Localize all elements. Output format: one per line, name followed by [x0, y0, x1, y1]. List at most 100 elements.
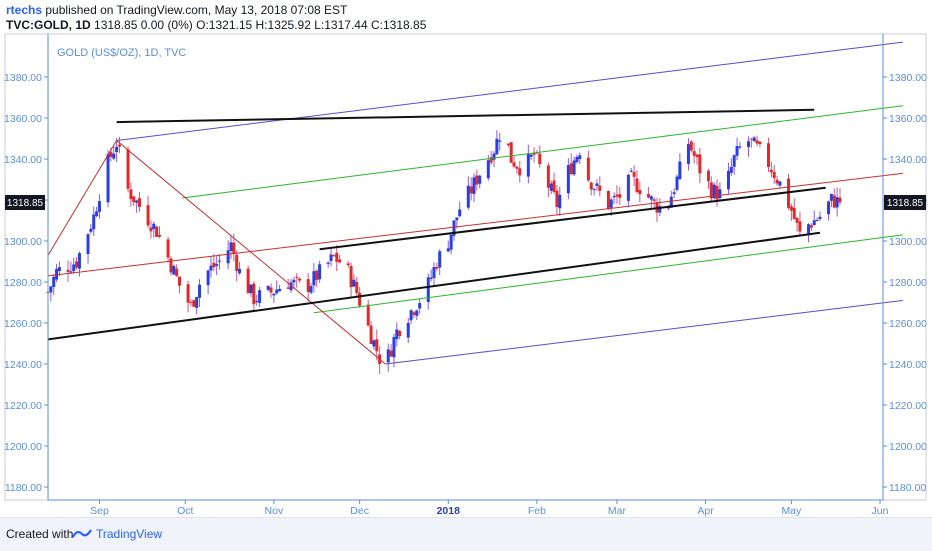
candle-body	[332, 255, 336, 257]
candle-body	[429, 277, 433, 279]
candle-body	[769, 169, 773, 173]
tradingview-logo-icon[interactable]	[72, 527, 92, 546]
price-chart[interactable]: 1180.00 1200.00 1220.00 1240.00 1260.00 1280.…	[0, 0, 932, 517]
candle-body	[278, 288, 282, 292]
candle	[778, 181, 782, 188]
candle	[315, 269, 319, 288]
candle	[475, 169, 479, 191]
candle	[835, 187, 839, 217]
candle	[158, 226, 162, 239]
candle-body	[386, 349, 390, 363]
candle-body	[352, 279, 356, 287]
candle-body	[586, 157, 590, 181]
candle	[326, 261, 330, 268]
fork-handle-1	[47, 140, 118, 256]
candle	[755, 135, 759, 147]
candle-body	[426, 277, 430, 303]
price-badge-left: 1318.85	[5, 195, 45, 210]
candle-body	[295, 277, 299, 279]
candle-body	[77, 253, 81, 269]
candle-body	[569, 163, 573, 175]
last-price: 1318.85	[94, 18, 138, 32]
candle-body	[609, 199, 613, 208]
candle	[249, 284, 253, 298]
footer-bar: Created with TradingView	[0, 517, 932, 551]
candle	[117, 136, 121, 154]
candle	[318, 260, 322, 283]
inner-green-upper	[182, 105, 903, 199]
candle-body	[392, 336, 396, 358]
author-link[interactable]: rtechs	[6, 3, 43, 17]
candle-body	[646, 193, 650, 198]
candle	[566, 158, 570, 200]
candle-body	[375, 339, 379, 352]
candle-body	[755, 140, 759, 144]
candle-body	[518, 168, 522, 176]
candle	[546, 162, 550, 198]
svg-text:1318.85: 1318.85	[7, 198, 44, 209]
x-tick-label: 2018	[437, 505, 461, 517]
candle	[449, 234, 453, 255]
candle	[452, 220, 456, 241]
y-tick-label-left: 1360.00	[4, 113, 42, 125]
candle	[798, 212, 802, 236]
candle-body	[455, 217, 459, 221]
candle-body	[492, 153, 496, 160]
candle	[395, 322, 399, 347]
y-tick-label-right: 1180.00	[889, 482, 926, 494]
svg-text:1318.85: 1318.85	[887, 198, 924, 209]
candle-body	[369, 325, 373, 345]
candle	[238, 261, 242, 275]
candle	[695, 153, 699, 165]
candle	[212, 253, 216, 272]
candle-body	[475, 175, 479, 185]
candle	[335, 245, 339, 272]
candle-body	[346, 263, 350, 266]
candle-body	[709, 182, 713, 199]
candle	[146, 195, 150, 229]
candle-body	[515, 166, 519, 169]
candle-body	[72, 264, 76, 272]
candle-body	[97, 201, 101, 212]
candle	[306, 273, 310, 302]
median-line-red	[47, 172, 903, 277]
candle-body	[692, 151, 696, 156]
x-tick-label: Feb	[528, 505, 546, 517]
candle-body	[246, 268, 250, 294]
candle	[172, 264, 176, 275]
candle-body	[66, 269, 70, 272]
candle-body	[558, 194, 562, 209]
candle	[366, 299, 370, 327]
candle	[95, 206, 99, 218]
candle	[352, 274, 356, 288]
tradingview-brand-link[interactable]: TradingView	[96, 527, 163, 541]
candle	[598, 176, 602, 197]
candle	[832, 188, 836, 209]
candle-body	[152, 223, 156, 230]
candle	[155, 225, 159, 238]
candle	[126, 146, 130, 193]
x-tick-label: Nov	[265, 505, 284, 517]
candle-body	[772, 172, 776, 179]
candle-body	[438, 251, 442, 268]
y-tick-label-right: 1220.00	[889, 400, 927, 412]
candle	[286, 278, 290, 290]
candle	[726, 162, 730, 194]
candle	[672, 188, 676, 199]
candle-body	[169, 258, 173, 273]
candle	[635, 170, 639, 194]
candle-body	[218, 260, 222, 262]
candle	[246, 265, 250, 294]
candle-body	[472, 177, 476, 194]
candle	[192, 299, 196, 308]
support-upper-black	[319, 186, 826, 251]
candle	[446, 240, 450, 253]
candle	[349, 262, 353, 298]
candle-body	[546, 165, 550, 188]
candle	[429, 269, 433, 282]
candle	[766, 137, 770, 172]
candle	[426, 273, 430, 310]
candle-body	[698, 154, 702, 174]
candle-body	[498, 140, 502, 142]
candle	[438, 249, 442, 276]
